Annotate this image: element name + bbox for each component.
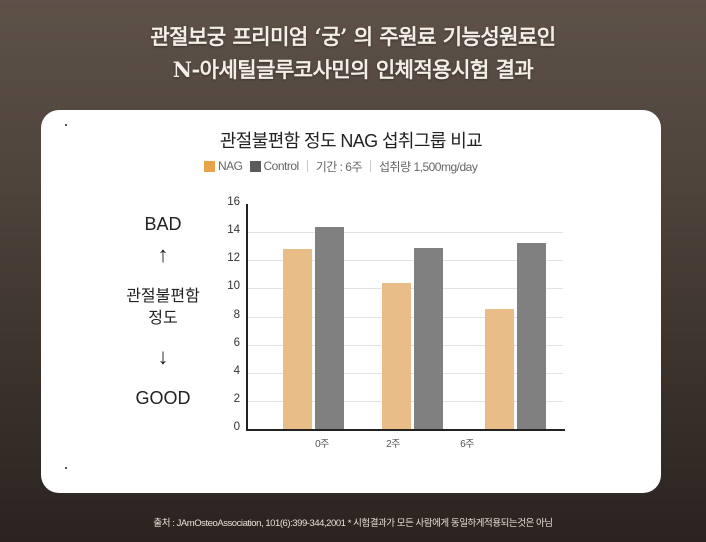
legend-item-control: Control xyxy=(249,159,300,173)
x-tick-label: 6주 xyxy=(460,439,474,450)
bar-control-2 xyxy=(517,243,546,429)
metric-label: 관절불편함 정도 xyxy=(103,286,223,330)
bad-label: BAD xyxy=(144,214,182,234)
legend-label-control: Control xyxy=(263,159,300,173)
chart-card: 관절불편함 정도 NAG 섭취그룹 비교 NAG Control 기간 : 6주… xyxy=(41,110,661,493)
chart-title: 관절불편함 정도 NAG 섭취그룹 비교 xyxy=(219,131,483,151)
gridline xyxy=(246,260,563,262)
y-tick-label: 0 xyxy=(233,421,240,433)
y-tick-label: 12 xyxy=(227,252,240,265)
y-tick-label: 14 xyxy=(227,224,240,237)
metric-label-line-2: 정도 xyxy=(148,310,178,327)
y-tick-label: 16 xyxy=(227,196,240,208)
y-axis-line xyxy=(246,204,248,429)
y-tick-label: 6 xyxy=(233,336,240,349)
corner-dot xyxy=(65,124,67,126)
headline-line-2: N-아세틸글루코사민의 인체적용시험 결과 xyxy=(172,57,534,82)
down-arrow-icon: ↓ xyxy=(157,344,169,369)
headline-line-1: 관절보궁 프리미엄 ‘궁’ 의 주원료 기능성원료인 xyxy=(150,24,556,49)
legend-item-nag: NAG xyxy=(204,159,243,173)
chart-legend: NAG Control 기간 : 6주 섭취량 1,500mg/day xyxy=(204,158,478,174)
nag-swatch-icon xyxy=(204,160,215,172)
control-swatch-icon xyxy=(249,160,261,172)
bar-control-1 xyxy=(414,247,443,429)
good-label: GOOD xyxy=(135,388,191,408)
y-tick-label: 10 xyxy=(227,280,240,293)
bar-nag-1 xyxy=(382,282,411,429)
x-tick-label: 0주 xyxy=(315,439,329,450)
legend-divider xyxy=(370,160,371,172)
y-tick-label: 8 xyxy=(233,308,240,321)
up-arrow-icon: ↑ xyxy=(157,242,169,267)
x-tick-label: 2주 xyxy=(386,439,400,450)
y-tick-label: 2 xyxy=(233,392,240,405)
bar-nag-2 xyxy=(485,309,514,429)
bar-control-0 xyxy=(315,226,344,429)
x-axis-line xyxy=(246,429,565,431)
bar-chart-plot: 0 2 4 6 8 10 12 14 16 0주 2주 6주 xyxy=(41,110,661,493)
corner-dot xyxy=(65,467,67,469)
gridline xyxy=(246,232,563,234)
y-tick-label: 4 xyxy=(233,364,240,377)
metric-label-line-1: 관절불편함 xyxy=(126,288,200,305)
legend-period: 기간 : 6주 xyxy=(315,159,363,174)
legend-label-nag: NAG xyxy=(218,159,243,173)
source-footnote: 출처 : JAmOsteoAssociation, 101(6):399-344… xyxy=(153,518,553,529)
legend-dose: 섭취량 1,500mg/day xyxy=(379,159,478,174)
legend-divider xyxy=(306,160,308,172)
bar-nag-0 xyxy=(283,249,312,429)
